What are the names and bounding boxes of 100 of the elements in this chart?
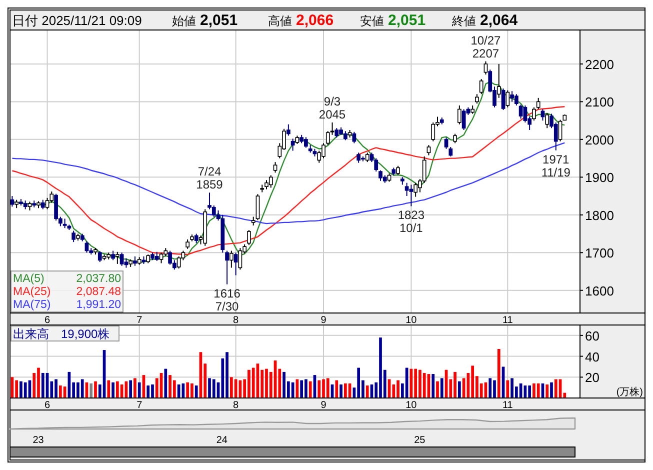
y-tick-label: 2200	[585, 56, 614, 72]
candlestick	[326, 130, 330, 146]
bar	[318, 380, 321, 398]
candlestick	[286, 124, 290, 136]
candlestick	[426, 144, 431, 156]
candlestick	[186, 238, 190, 250]
x-tick-label: 25	[414, 435, 426, 446]
candlestick	[62, 218, 67, 229]
bar	[146, 385, 150, 398]
bar	[488, 378, 492, 398]
y-tick-label: 60	[585, 328, 600, 344]
candlestick	[457, 104, 462, 125]
candlestick	[545, 112, 550, 129]
bar	[344, 383, 347, 398]
text: 終値 2,064	[451, 12, 518, 29]
text: 始値 2,051	[172, 12, 238, 29]
x-tick-label: 8	[233, 315, 240, 326]
candlestick	[558, 119, 562, 142]
candlestick	[234, 252, 238, 276]
candlestick	[409, 184, 414, 207]
bar	[112, 382, 114, 398]
candlestick	[133, 256, 137, 266]
annotation: 2,037.80	[76, 273, 121, 285]
annotation: 10/27 2207	[470, 33, 502, 60]
candlestick	[256, 194, 260, 221]
bar	[107, 380, 110, 398]
bar	[80, 379, 84, 398]
x-tick-label: 11	[502, 400, 514, 411]
x-tick-label: 6	[44, 315, 50, 326]
candlestick	[176, 256, 181, 269]
bar	[41, 372, 44, 398]
bar	[458, 381, 461, 398]
bar	[129, 380, 132, 398]
y-tick-label: 1700	[585, 246, 614, 261]
bar	[24, 382, 27, 398]
bar	[550, 382, 553, 398]
bar	[230, 377, 233, 398]
candlestick	[479, 78, 484, 95]
candlestick	[159, 252, 164, 264]
bar	[366, 385, 369, 398]
bar	[252, 368, 255, 398]
y-tick-label: 1800	[585, 208, 614, 223]
candlestick	[154, 251, 159, 262]
bar	[546, 384, 549, 398]
bar	[432, 374, 435, 398]
candlestick	[506, 90, 510, 108]
x-tick-label: 6	[44, 400, 50, 411]
bar	[134, 378, 136, 398]
candlestick	[229, 250, 234, 268]
candlestick	[212, 204, 216, 218]
candlestick	[115, 251, 120, 264]
candlestick	[356, 152, 361, 164]
y-tick-label: 2000	[585, 132, 614, 148]
bar	[90, 383, 93, 398]
candlestick	[532, 106, 536, 122]
bar	[497, 348, 500, 398]
x-tick-label: 11	[502, 315, 514, 326]
bar	[138, 382, 141, 398]
text: 高値 2,066	[268, 12, 334, 29]
bar	[506, 380, 510, 398]
bar	[340, 384, 342, 398]
y-tick-label: 1600	[585, 283, 614, 298]
bar	[308, 381, 312, 398]
candlestick	[414, 182, 418, 198]
candlestick	[273, 162, 278, 174]
candlestick	[453, 133, 457, 144]
bar	[59, 385, 62, 398]
candlestick	[124, 258, 128, 268]
candlestick	[518, 104, 523, 120]
y-axis-title: (万株)	[616, 386, 643, 398]
x-tick-label: 9	[320, 400, 327, 411]
annotation: 1616 7/30	[214, 286, 241, 314]
candlestick	[501, 88, 506, 110]
bar	[194, 385, 198, 398]
candlestick	[120, 252, 124, 266]
candlestick	[343, 130, 348, 141]
candlestick	[475, 94, 479, 104]
bar	[422, 372, 426, 398]
y-tick-label: 40	[585, 349, 600, 364]
candlestick	[194, 233, 198, 244]
candlestick	[40, 199, 45, 210]
annotation: 1971 11/19	[541, 152, 571, 180]
text: 日付 2025/11/21 09:09	[12, 13, 142, 28]
x-tick-label: 9	[320, 315, 327, 326]
bar	[116, 381, 119, 398]
candlestick	[98, 250, 102, 263]
candlestick	[238, 248, 242, 270]
candlestick	[290, 138, 295, 152]
candlestick	[111, 250, 115, 261]
candlestick	[225, 250, 229, 285]
bar	[436, 381, 439, 398]
annotation: 7/24 1859	[196, 164, 224, 192]
candlestick	[462, 108, 466, 130]
candlestick	[431, 122, 436, 142]
y-tick-label: 2100	[585, 94, 614, 110]
annotation: 1,991.20	[76, 299, 121, 311]
annotation: 2,087.48	[76, 286, 121, 298]
bar	[164, 368, 168, 398]
x-tick-label: 24	[216, 435, 228, 446]
candlestick	[540, 108, 545, 122]
